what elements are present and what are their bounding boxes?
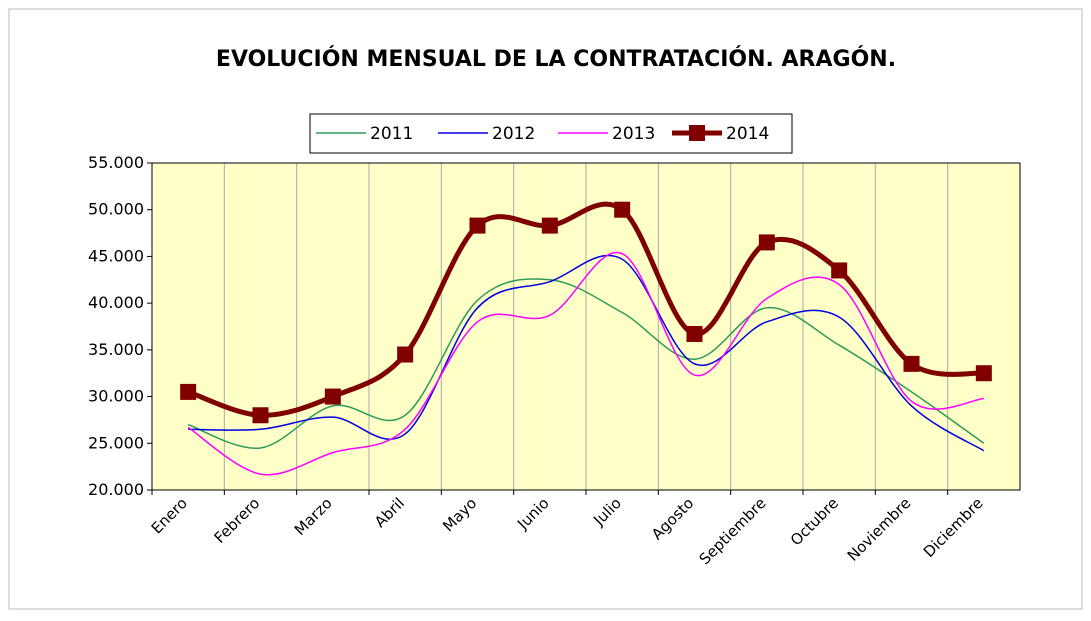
marker [324,388,341,405]
marker [541,217,558,234]
y-tick-label: 40.000 [88,293,144,312]
legend-label: 2014 [726,124,769,144]
y-tick-label: 45.000 [88,246,144,265]
y-tick-label: 30.000 [88,387,144,406]
marker [686,325,703,342]
marker [614,201,631,218]
y-tick-label: 55.000 [88,153,144,172]
series-line [188,254,985,452]
marker [758,234,775,251]
legend-label: 2011 [370,124,413,144]
marker [831,262,848,279]
marker [903,355,920,372]
marker [469,217,486,234]
marker [397,346,414,363]
chart-title: EVOLUCIÓN MENSUAL DE LA CONTRATACIÓN. AR… [216,46,896,72]
y-tick-label: 20.000 [88,480,144,499]
series-line [187,251,984,476]
y-tick-label: 50.000 [88,200,144,219]
legend-label: 2013 [612,124,655,144]
marker [180,383,197,400]
y-tick-label: 35.000 [88,340,144,359]
marker [975,365,992,382]
y-tick-label: 25.000 [88,433,144,452]
legend-marker [689,125,705,141]
legend-label: 2012 [492,124,535,144]
marker [252,407,269,424]
series-line [187,278,985,449]
